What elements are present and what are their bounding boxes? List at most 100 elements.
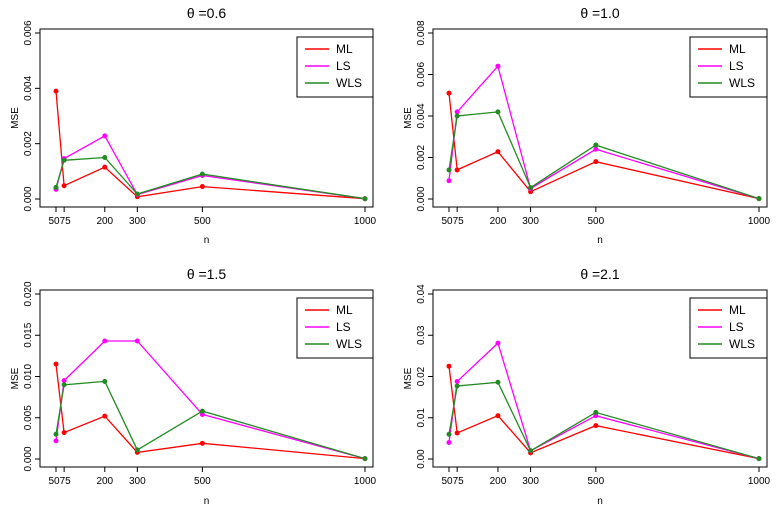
legend-label-ls: LS	[729, 320, 744, 334]
series-line-ml	[448, 366, 760, 460]
y-tick-label: 0.010	[23, 364, 34, 389]
data-point-ml	[495, 149, 501, 155]
chart-title: θ =0.6	[187, 5, 227, 21]
data-point-wls	[199, 171, 205, 177]
data-point-wls	[446, 167, 452, 173]
x-tick-label: 1000	[354, 216, 377, 227]
x-tick-label: 200	[490, 476, 507, 487]
legend-label-ml: ML	[729, 303, 746, 317]
data-point-wls	[593, 142, 599, 148]
series-line-ml	[55, 91, 366, 200]
data-point-wls	[102, 378, 108, 384]
data-point-ml	[454, 430, 460, 436]
legend-label-ls: LS	[729, 59, 744, 73]
data-point-ls	[102, 338, 108, 344]
data-point-wls	[495, 379, 501, 385]
y-axis-label: MSE	[403, 367, 414, 389]
x-tick-label: 75	[453, 216, 465, 227]
data-point-wls	[756, 456, 762, 462]
data-point-ml	[593, 423, 599, 429]
data-point-ml	[454, 167, 460, 173]
data-point-wls	[756, 196, 762, 202]
x-tick-label: 500	[587, 216, 604, 227]
y-tick-label: 0.005	[23, 405, 34, 430]
data-point-ls	[454, 378, 460, 384]
x-tick-label: 500	[587, 476, 604, 487]
x-axis-label: n	[597, 235, 603, 246]
data-point-wls	[593, 409, 599, 415]
x-axis-label: n	[597, 496, 603, 507]
y-tick-label: 0.04	[416, 284, 427, 304]
data-point-wls	[102, 155, 108, 160]
y-tick-label: 0.000	[416, 186, 427, 211]
x-tick-label: 50	[441, 216, 453, 227]
data-point-ml	[199, 440, 205, 446]
data-point-ls	[495, 63, 501, 69]
y-tick-label: 0.004	[23, 75, 34, 100]
data-point-wls	[528, 448, 534, 454]
x-tick-label: 200	[490, 216, 507, 227]
data-point-wls	[134, 447, 140, 453]
x-tick-label: 300	[522, 216, 539, 227]
y-tick-label: 0.02	[416, 366, 427, 386]
data-point-ml	[102, 413, 108, 419]
x-tick-label: 75	[453, 476, 465, 487]
legend-label-wls: WLS	[729, 337, 755, 351]
x-axis-label: n	[204, 235, 210, 246]
series-line-ls	[55, 340, 366, 460]
data-point-ml	[53, 88, 59, 94]
x-tick-label: 300	[522, 476, 539, 487]
legend-box	[296, 297, 374, 359]
legend-label-wls: WLS	[729, 76, 755, 90]
series-line-wls	[55, 156, 366, 200]
data-point-ls	[446, 440, 452, 445]
data-point-wls	[454, 113, 460, 119]
data-point-wls	[53, 184, 59, 190]
data-point-ls	[446, 178, 452, 184]
x-tick-label: 1000	[748, 216, 771, 227]
panel-theta-0-6: θ =0.6 MSE n 0.000 0.002 0.004 0.006 50 75 200 300…	[10, 5, 377, 246]
data-point-wls	[362, 456, 368, 462]
legend-box	[689, 36, 768, 98]
y-tick-label: 0.002	[416, 145, 427, 170]
y-tick-label: 0.006	[23, 20, 34, 45]
chart-title: θ =1.0	[580, 5, 620, 21]
legend-label-ls: LS	[336, 320, 351, 334]
data-point-ml	[61, 183, 67, 189]
y-tick-label: 0.00	[416, 449, 427, 469]
data-point-wls	[199, 408, 205, 414]
panel-theta-1-0: θ =1.0 MSE n 0.000 0.002 0.004 0.006 0.008 50 75 2…	[403, 5, 771, 246]
series-line-wls	[448, 111, 760, 200]
y-axis-label: MSE	[10, 107, 21, 129]
data-point-ls	[454, 109, 460, 115]
y-tick-label: 0.006	[416, 62, 427, 87]
data-point-ml	[61, 430, 67, 436]
x-tick-label: 1000	[748, 476, 771, 487]
series-line-wls	[55, 380, 366, 460]
y-tick-label: 0.002	[23, 131, 34, 156]
y-tick-label: 0.000	[23, 446, 34, 471]
data-point-wls	[454, 383, 460, 389]
x-tick-label: 1000	[354, 476, 377, 487]
x-tick-label: 500	[194, 216, 211, 227]
y-tick-label: 0.000	[23, 186, 34, 211]
x-tick-label: 50	[48, 476, 60, 487]
chart-title: θ =2.1	[580, 266, 620, 282]
legend-box	[689, 297, 768, 359]
data-point-wls	[53, 431, 59, 437]
data-point-wls	[61, 382, 67, 388]
data-point-ls	[102, 133, 108, 139]
data-point-ml	[102, 164, 108, 170]
series-line-ml	[448, 93, 760, 200]
data-point-wls	[446, 431, 452, 437]
data-point-ls	[53, 438, 59, 444]
legend-label-ml: ML	[336, 303, 353, 317]
legend-label-ml: ML	[729, 42, 746, 56]
x-axis-label: n	[204, 496, 210, 507]
data-point-ls	[61, 378, 67, 384]
legend-label-wls: WLS	[336, 337, 362, 351]
data-point-ml	[53, 361, 59, 367]
data-point-ls	[134, 338, 140, 344]
x-tick-label: 300	[129, 216, 146, 227]
y-tick-label: 0.008	[416, 20, 427, 45]
